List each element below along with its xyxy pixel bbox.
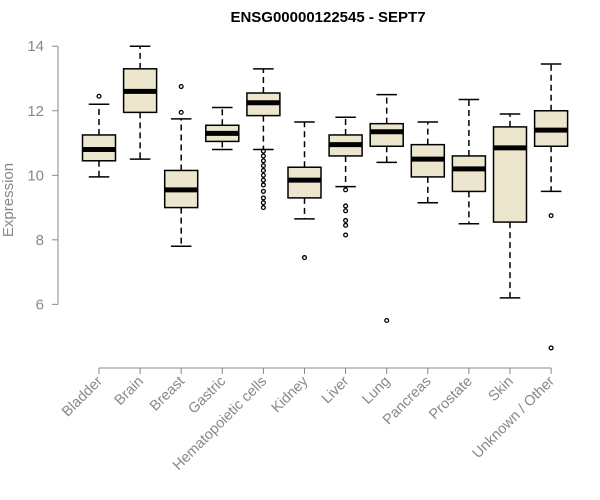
x-tick-label: Prostate bbox=[426, 374, 475, 423]
y-tick-label: 12 bbox=[27, 103, 44, 120]
x-tick-label: Breast bbox=[147, 374, 188, 415]
outlier-point bbox=[343, 203, 349, 209]
y-tick-label: 6 bbox=[36, 296, 44, 313]
x-tick-label: Liver bbox=[319, 373, 353, 407]
outlier-point bbox=[343, 222, 349, 228]
box-group bbox=[492, 113, 528, 299]
outlier-point bbox=[260, 172, 266, 178]
box-group bbox=[246, 68, 281, 211]
outlier-point bbox=[260, 205, 266, 211]
outlier-point bbox=[178, 84, 184, 90]
outlier-point bbox=[301, 255, 308, 261]
chart-title: ENSG00000122545 - SEPT7 bbox=[230, 9, 425, 26]
y-tick-label: 14 bbox=[27, 38, 44, 55]
outlier-point bbox=[343, 208, 349, 214]
box-group bbox=[533, 63, 569, 351]
iqr-box bbox=[451, 155, 487, 193]
y-axis-label: Expression bbox=[0, 163, 17, 237]
outlier-point bbox=[260, 163, 266, 169]
x-tick-label: Bladder bbox=[59, 373, 106, 420]
box-group bbox=[328, 116, 363, 238]
outlier-point bbox=[260, 148, 266, 154]
box-group bbox=[122, 45, 158, 160]
outlier-point bbox=[260, 188, 266, 194]
y-tick-label: 10 bbox=[27, 167, 44, 184]
outlier-point bbox=[260, 153, 266, 159]
outlier-point bbox=[343, 187, 349, 193]
outlier-point bbox=[260, 195, 266, 201]
outlier-point bbox=[260, 167, 266, 174]
outlier-point bbox=[260, 200, 266, 206]
outlier-point bbox=[96, 93, 102, 99]
outlier-point bbox=[343, 232, 349, 238]
box-group bbox=[369, 93, 404, 324]
outlier-point bbox=[260, 182, 266, 188]
outlier-point bbox=[178, 109, 184, 115]
outlier-point bbox=[548, 345, 554, 351]
iqr-box bbox=[369, 122, 404, 148]
x-tick-label: Brain bbox=[112, 374, 147, 409]
box-group bbox=[205, 106, 240, 151]
outlier-point bbox=[384, 317, 390, 324]
box-group bbox=[287, 121, 322, 261]
y-tick-label: 8 bbox=[36, 232, 44, 249]
outlier-point bbox=[343, 217, 349, 224]
x-tick-label: Skin bbox=[486, 374, 517, 405]
x-tick-label: Lung bbox=[359, 374, 393, 408]
box-group bbox=[81, 93, 117, 178]
box-group bbox=[451, 98, 487, 225]
outlier-point bbox=[548, 213, 554, 219]
plot-area bbox=[81, 45, 569, 351]
x-tick-label: Kidney bbox=[269, 373, 312, 416]
iqr-box bbox=[492, 126, 528, 223]
box-group bbox=[410, 121, 446, 204]
box-group bbox=[163, 84, 199, 248]
outlier-point bbox=[260, 177, 266, 183]
outlier-point bbox=[260, 158, 266, 164]
y-axis: 6 8 10 12 14 bbox=[27, 38, 59, 313]
